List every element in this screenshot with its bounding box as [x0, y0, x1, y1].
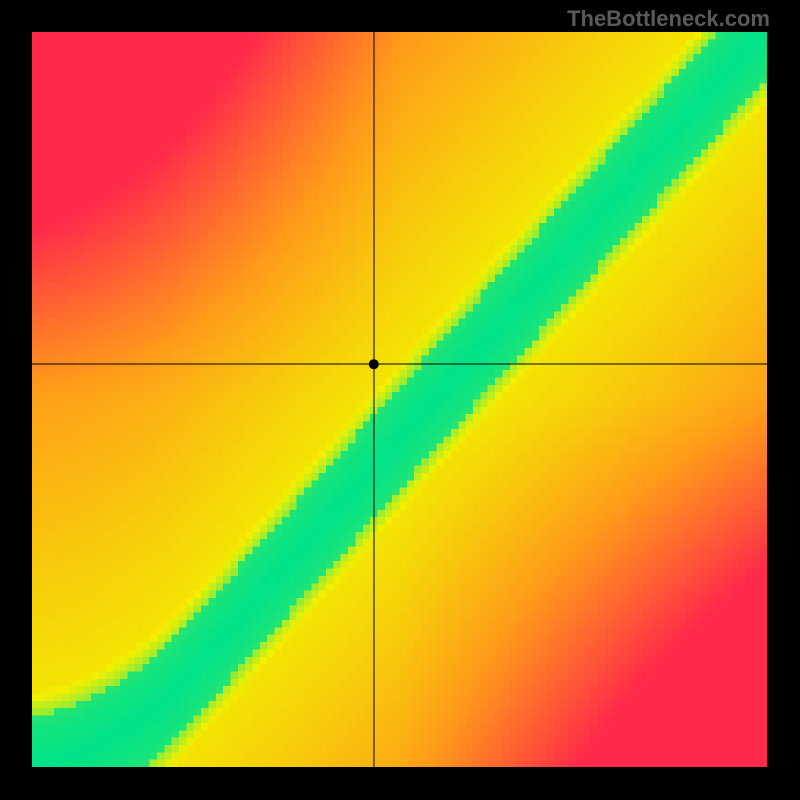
chart-container: TheBottleneck.com	[0, 0, 800, 800]
watermark-text: TheBottleneck.com	[567, 6, 770, 32]
bottleneck-heatmap	[32, 32, 767, 767]
